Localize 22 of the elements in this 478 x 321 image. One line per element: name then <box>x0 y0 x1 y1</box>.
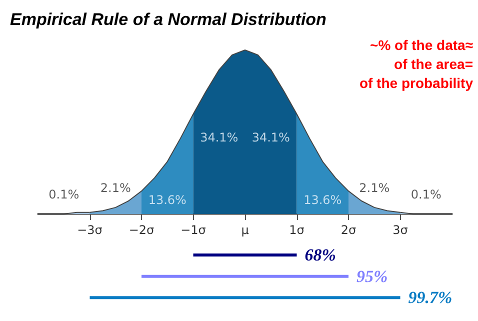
annotation: 34.1% <box>200 130 238 145</box>
series-label: 68% <box>304 246 336 264</box>
x-tick-label: 2σ <box>340 223 357 237</box>
x-tick-label: μ <box>241 223 250 237</box>
annotation: 0.1% <box>410 187 442 202</box>
annotation: of the area= <box>394 56 474 72</box>
annotation: 2.1% <box>359 180 390 195</box>
series-label: 99.7% <box>408 288 452 308</box>
x-tick-label: −3σ <box>77 223 103 237</box>
annotation: ~% of the data≈ <box>370 37 474 53</box>
chart-title: Empirical Rule of a Normal Distribution <box>10 10 326 29</box>
annotation: 13.6% <box>304 193 342 208</box>
x-tick-label: −2σ <box>128 223 155 237</box>
series-label: 95% <box>356 266 388 286</box>
x-tick-label: −1σ <box>180 223 206 237</box>
x-tick-label: 1σ <box>289 223 305 237</box>
annotation: 2.1% <box>100 180 131 195</box>
annotation: 0.1% <box>48 187 80 202</box>
annotation: of the probability <box>359 75 474 91</box>
annotation: 34.1% <box>252 130 290 145</box>
annotation: 13.6% <box>148 193 186 208</box>
x-tick-label: 3σ <box>392 223 408 237</box>
